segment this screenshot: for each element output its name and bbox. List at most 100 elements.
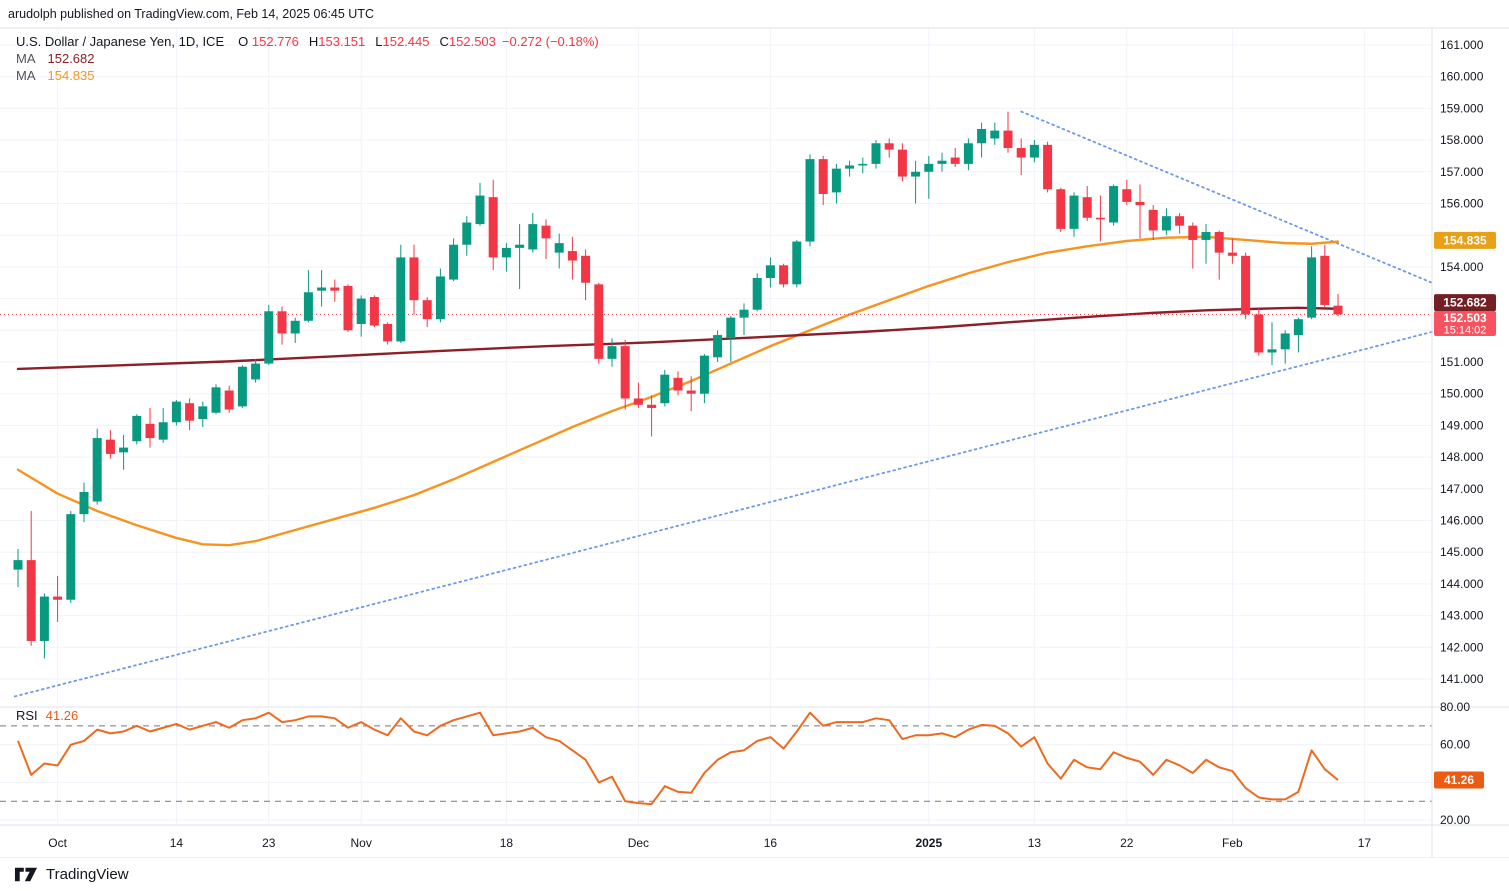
candle [1307,257,1317,318]
price-scale[interactable] [1432,28,1509,825]
candle [66,514,76,600]
rsi-legend[interactable]: RSI 41.26 [16,708,78,723]
candle [449,244,459,280]
candle [1003,130,1013,149]
candle [1122,189,1132,202]
candle [422,300,432,320]
close-label: C152.503 [439,34,496,49]
time-axis-label: 18 [500,836,514,850]
candle [937,160,947,164]
candle [224,390,234,410]
candle [950,157,960,164]
candle [277,311,287,334]
candle [330,287,340,291]
ma-fast-line [16,306,1340,371]
candle [1161,216,1171,231]
candle [924,163,934,172]
candle [1227,252,1237,256]
ma-slow-badge-text: 154.835 [1443,233,1487,247]
price-axis-label: 143.000 [1440,609,1484,623]
candle [13,560,23,570]
high-label: H153.151 [308,34,366,49]
candle [779,265,789,285]
candle [990,130,1000,139]
price-axis-label: 156.000 [1440,197,1484,211]
candle [1148,209,1158,231]
candle [53,596,63,600]
price-axis-label: 154.000 [1440,260,1484,274]
symbol-title: U.S. Dollar / Japanese Yen, 1D, ICE [16,34,225,49]
rsi-axis-label: 20.00 [1440,813,1470,827]
candle [475,195,485,225]
candle [1095,217,1105,220]
price-axis-label: 149.000 [1440,418,1484,432]
candle [303,292,313,321]
time-axis-label: 2025 [915,836,942,850]
rsi-value: 41.26 [45,708,79,723]
tradingview-logo-text: TradingView [46,866,129,883]
descending-resistance-trendline [1020,110,1433,284]
candle [554,243,564,253]
last-price-badge [1434,311,1496,336]
symbol-row[interactable]: U.S. Dollar / Japanese Yen, 1D, ICE O 15… [16,33,599,50]
price-axis-label: 158.000 [1440,133,1484,147]
candle [356,298,366,324]
candle [620,346,630,399]
time-axis-label: 14 [170,836,184,850]
candle [805,159,815,242]
price-axis-label: 161.000 [1440,38,1484,52]
rsi-axis-label: 80.00 [1440,700,1470,714]
candle [237,366,247,407]
last-price-countdown-text: 15:14:02 [1444,325,1487,337]
candle [1043,144,1053,190]
candle [831,168,841,193]
ma-fast-row[interactable]: MA 152.682 [16,50,599,67]
candle [686,390,696,394]
footer-bar: TradingView [0,858,1509,891]
rsi-value-badge [1434,771,1484,789]
candle [119,447,129,453]
candle [396,257,406,342]
candle [317,287,327,291]
price-axis-label: 141.000 [1440,672,1484,686]
candle [369,297,379,326]
candle [1280,333,1290,350]
change-value: −0.272 (−0.18%) [501,34,599,49]
candle [1175,216,1185,226]
candle [383,323,393,342]
ma-slow-value: 154.835 [47,68,95,83]
candle [343,285,353,331]
candle [26,560,36,641]
tradingview-logo[interactable]: TradingView [14,865,129,884]
candle [1254,314,1264,353]
price-axis-label: 150.000 [1440,387,1484,401]
candle [1201,232,1211,240]
candle [79,491,89,515]
candle [290,320,300,334]
candle [818,159,828,194]
price-axis-label: 148.000 [1440,450,1484,464]
candle [198,406,208,420]
candle [726,317,736,339]
time-scale[interactable] [0,825,1432,858]
ma-fast-label: MA [16,51,36,66]
high-value: 153.151 [318,34,366,49]
ma-slow-line [16,235,1340,547]
attribution-text: arudolph published on TradingView.com, F… [8,7,374,21]
candle [699,355,709,394]
time-axis-label: 22 [1120,836,1134,850]
candle [409,257,419,301]
candle [884,143,894,150]
ma-slow-row[interactable]: MA 154.835 [16,67,599,84]
candle [673,377,683,391]
candle [845,165,855,169]
candle [911,171,921,177]
time-axis-label: Feb [1222,836,1243,850]
candle [1069,195,1079,229]
open-value: 152.776 [251,34,299,49]
candle [541,225,551,239]
candle [581,255,591,283]
time-axis-label: 13 [1028,836,1042,850]
